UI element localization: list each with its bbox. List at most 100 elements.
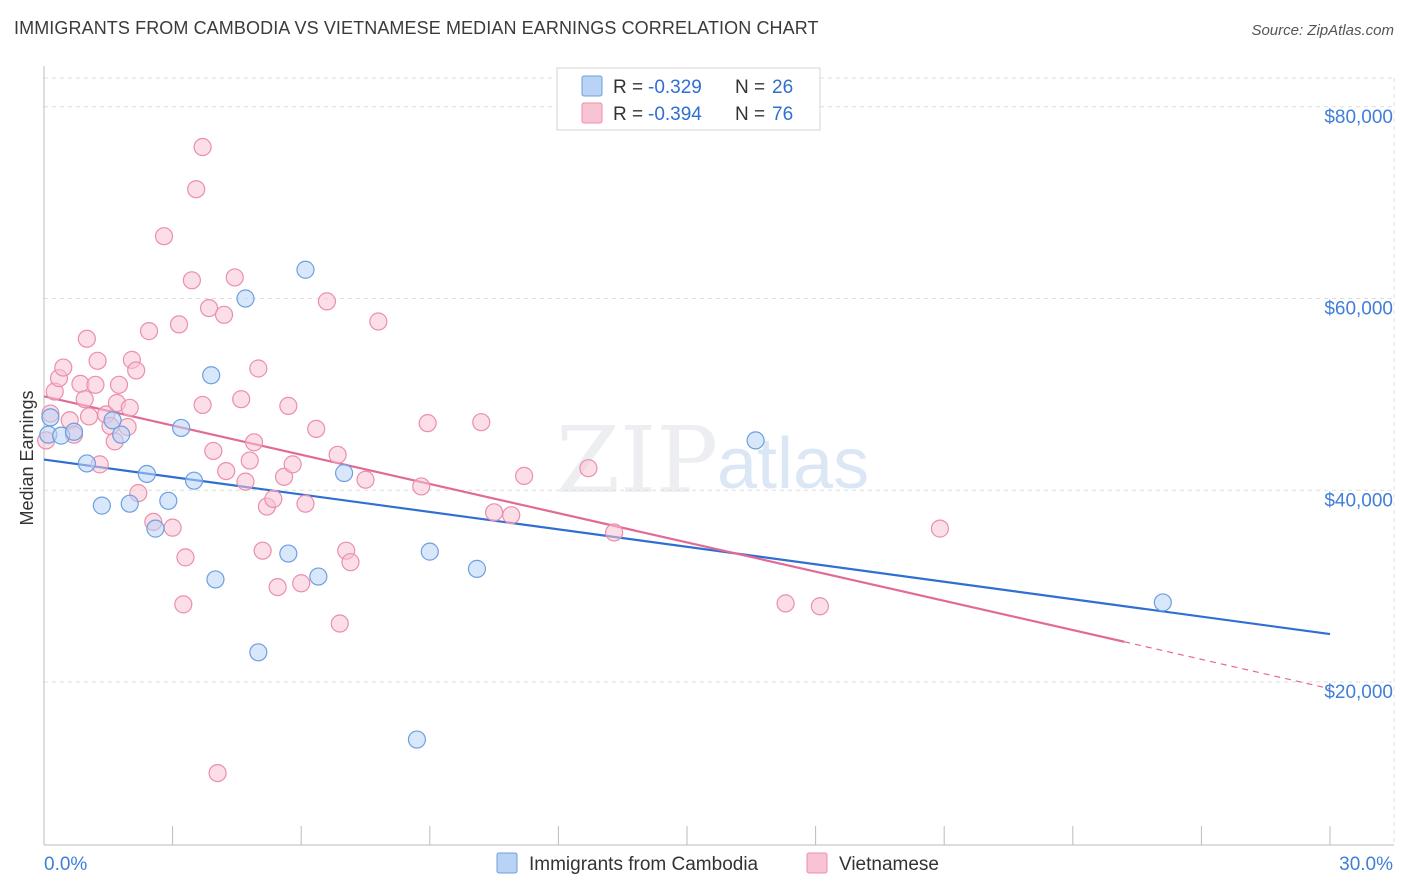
vietnamese-point[interactable] [330,614,349,633]
vietnamese-point[interactable] [472,413,491,432]
cambodia-point[interactable] [184,471,204,490]
vietnamese-point[interactable] [236,472,255,491]
legend-item-vietnamese[interactable]: Vietnamese [806,852,939,875]
cambodia-point[interactable] [279,544,298,563]
source-credit[interactable]: Source: ZipAtlas.com [1251,22,1394,39]
cambodia-point[interactable] [420,542,439,561]
vietnamese-point[interactable] [127,361,146,380]
vietnamese-point[interactable] [240,451,259,470]
vietnamese-point[interactable] [930,519,950,538]
vietnamese-point[interactable] [109,375,129,394]
cambodia-point[interactable] [112,425,131,444]
cambodia-point[interactable] [407,730,427,749]
cambodia-point[interactable] [64,422,84,441]
cambodia-point[interactable] [41,408,60,427]
vietnamese-point[interactable] [187,180,206,199]
vietnamese-point[interactable] [139,322,159,341]
vietnamese-point[interactable] [204,441,223,461]
cambodia-point[interactable] [120,494,139,513]
vietnamese-point[interactable] [579,459,598,478]
vietnamese-point[interactable] [232,390,251,409]
cambodia-point[interactable] [296,260,315,279]
vietnamese-point[interactable] [214,305,234,324]
vietnamese-point[interactable] [154,227,174,246]
cambodia-point[interactable] [172,418,191,438]
vietnamese-point[interactable] [341,553,360,572]
vietnamese-point[interactable] [292,574,311,593]
vietnamese-point[interactable] [244,433,264,452]
vietnamese-point[interactable] [77,329,96,348]
vietnamese-point[interactable] [199,299,219,318]
cambodia-point[interactable] [146,519,165,538]
y-tick-label: $60,000 [1324,299,1393,320]
cambodia-point[interactable] [1153,593,1172,612]
vietnamese-point[interactable] [356,470,375,489]
vietnamese-point[interactable] [169,315,189,334]
vietnamese-point[interactable] [54,358,73,377]
vietnamese-point[interactable] [71,374,90,393]
cambodia-point[interactable] [236,289,255,308]
vietnamese-point[interactable] [176,548,195,567]
cambodia-point[interactable] [249,643,268,662]
vietnamese-point[interactable] [515,466,534,485]
cambodia-point[interactable] [309,567,328,586]
vietnamese-point[interactable] [328,445,347,464]
vietnamese-point[interactable] [225,268,244,287]
vietnamese-point[interactable] [264,489,283,508]
axes [43,66,1394,846]
vietnamese-point[interactable] [605,523,624,542]
cambodia-point[interactable] [159,491,178,510]
vietnamese-point[interactable] [88,351,107,370]
vietnamese-point[interactable] [174,595,193,614]
legend-swatch-vietnamese [806,852,828,874]
stats-swatch-cambodia [581,75,603,97]
cambodia-point[interactable] [202,366,221,385]
cambodia-point[interactable] [206,570,225,589]
vietnamese-point[interactable] [120,398,139,417]
vietnamese-point[interactable] [307,419,326,439]
vietnamese-point[interactable] [502,506,521,525]
legend-item-cambodia[interactable]: Immigrants from Cambodia [496,852,759,875]
vietnamese-point[interactable] [268,577,287,597]
vietnamese-point[interactable] [283,455,302,474]
vietnamese-point[interactable] [86,375,105,394]
vietnamese-point[interactable] [193,137,212,157]
vietnamese-point[interactable] [274,467,294,486]
cambodia-point[interactable] [103,411,122,430]
vietnamese-point[interactable] [810,597,829,616]
trend-line [43,395,1125,643]
vietnamese-point[interactable] [79,407,99,426]
cambodia-point[interactable] [746,431,765,450]
y-tick-label: $40,000 [1324,490,1393,511]
vietnamese-point[interactable] [317,292,337,311]
trend-lines [43,395,1331,690]
cambodia-point[interactable] [334,463,354,483]
vietnamese-point[interactable] [776,594,795,613]
cambodia-point[interactable] [137,464,156,484]
cambodia-point[interactable] [92,496,111,515]
cambodia-point[interactable] [77,454,96,473]
legend-swatch-cambodia [496,852,518,874]
vietnamese-point[interactable] [485,503,504,522]
vietnamese-point[interactable] [418,414,437,433]
vietnamese-point[interactable] [75,390,94,409]
bottom-legend: Immigrants from Cambodia Vietnamese [496,852,939,875]
x-tick-label: 0.0% [44,854,87,875]
stats-r-label-cambodia: R = [613,77,643,98]
vietnamese-point[interactable] [296,494,315,513]
vietnamese-point[interactable] [193,395,212,415]
vietnamese-point[interactable] [217,461,236,481]
x-tick-label: 30.0% [1339,854,1393,875]
cambodia-point[interactable] [467,559,487,578]
watermark: ZIP atlas [556,407,869,514]
vietnamese-point[interactable] [412,477,431,496]
legend-label-vietnamese: Vietnamese [839,854,939,875]
vietnamese-point[interactable] [279,396,298,415]
vietnamese-point[interactable] [253,541,272,560]
vietnamese-point[interactable] [182,271,201,290]
vietnamese-point[interactable] [249,359,268,378]
vietnamese-point[interactable] [208,763,227,783]
vietnamese-point[interactable] [369,312,388,331]
vietnamese-point[interactable] [163,518,182,537]
